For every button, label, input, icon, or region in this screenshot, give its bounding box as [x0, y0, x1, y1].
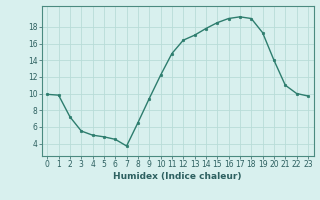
X-axis label: Humidex (Indice chaleur): Humidex (Indice chaleur) — [113, 172, 242, 181]
